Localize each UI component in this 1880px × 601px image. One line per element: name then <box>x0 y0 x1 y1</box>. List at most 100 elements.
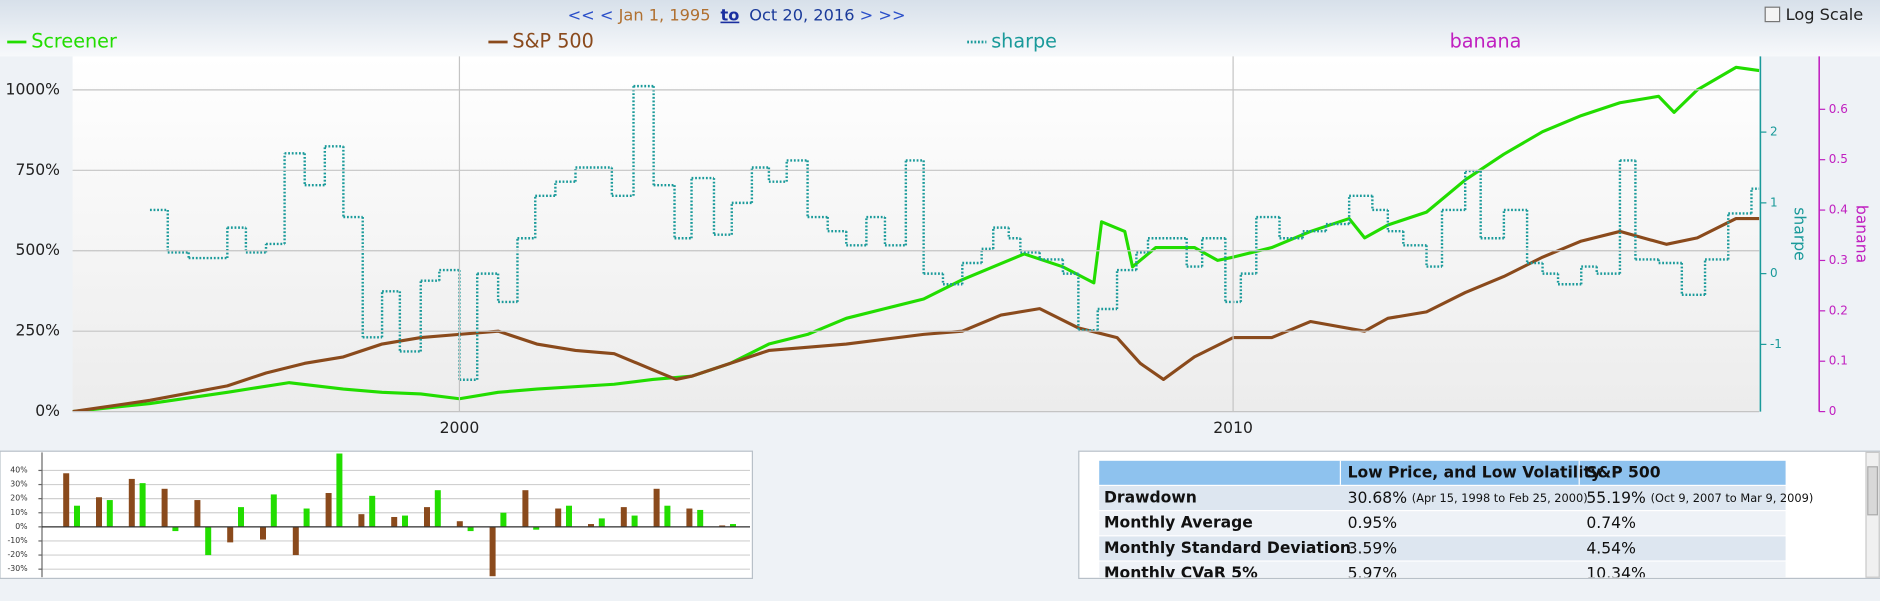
header-band <box>0 0 1880 57</box>
y-tick-label: 0% <box>15 522 27 531</box>
bar <box>336 453 343 527</box>
table-row <box>1099 511 1786 536</box>
cell: 0.74% <box>1586 514 1636 532</box>
cell: 0.95% <box>1348 514 1398 532</box>
bar <box>172 526 179 532</box>
nav-next[interactable]: > <box>860 5 874 24</box>
x-tick-label: 2010 <box>1213 419 1253 437</box>
cell-value: 0.74% <box>1586 514 1636 532</box>
log-scale-label[interactable]: Log Scale <box>1786 5 1864 24</box>
cell: 55.19% (Oct 9, 2007 to Mar 9, 2009) <box>1586 489 1813 507</box>
y2-tick-label: 2 <box>1770 125 1778 139</box>
cell-note: (Apr 15, 1998 to Feb 25, 2000) <box>1412 491 1588 505</box>
cell-value: 3.59% <box>1348 539 1398 557</box>
y-tick-label: 250% <box>15 322 60 340</box>
bar <box>423 507 430 527</box>
y-tick-label: -30% <box>7 564 27 573</box>
cell-value: 55.19% <box>1586 489 1645 507</box>
bar <box>598 518 605 527</box>
bar <box>500 512 507 527</box>
bar <box>664 505 671 527</box>
bar <box>587 524 594 527</box>
scrollbar-thumb[interactable] <box>1867 466 1878 516</box>
cell: 3.59% <box>1348 539 1398 557</box>
y3-tick-label: 0.6 <box>1829 102 1848 116</box>
table-row <box>1099 486 1786 511</box>
log-scale-checkbox[interactable] <box>1764 6 1781 23</box>
y-tick-label: 20% <box>10 494 27 503</box>
bar <box>369 495 376 527</box>
bar <box>434 490 441 527</box>
cell: 4.54% <box>1586 539 1636 557</box>
legend-label: Screener <box>31 30 117 53</box>
nav-first[interactable]: << <box>568 5 595 24</box>
bar <box>391 516 398 527</box>
legend-label: sharpe <box>991 30 1057 53</box>
nav-last[interactable]: >> <box>878 5 905 24</box>
cell-value: 10.34% <box>1586 564 1645 582</box>
cell-value: 4.54% <box>1586 539 1636 557</box>
bar <box>467 526 474 532</box>
y-tick-label: -20% <box>7 550 27 559</box>
table-row <box>1099 536 1786 561</box>
bar <box>620 507 627 527</box>
bar <box>533 526 540 530</box>
cell-value: 0.95% <box>1348 514 1398 532</box>
row-label: Monthly Average <box>1104 514 1253 532</box>
cell: 5.97% <box>1348 564 1398 582</box>
bar <box>401 515 408 527</box>
y3-tick-label: 0.3 <box>1829 253 1848 267</box>
column-header: S&P 500 <box>1586 463 1660 481</box>
bar <box>697 509 704 527</box>
bar <box>128 478 135 527</box>
bar-chart-frame <box>0 450 753 580</box>
y-tick-label: 10% <box>10 508 27 517</box>
y3-tick-label: 0.1 <box>1829 354 1848 368</box>
bar <box>270 494 277 527</box>
y2-tick-label: -1 <box>1770 337 1782 351</box>
column-header: Low Price, and Low Volatility <box>1348 463 1601 481</box>
legend-label: banana <box>1450 30 1522 53</box>
bar <box>631 515 638 527</box>
nav-prev[interactable]: < <box>600 5 614 24</box>
bar <box>194 500 201 527</box>
row-label: Drawdown <box>1104 489 1197 507</box>
y3-tick-label: 0.2 <box>1829 303 1848 317</box>
date-to-link[interactable]: to <box>720 5 739 24</box>
table-row <box>1099 561 1786 578</box>
y2-tick-label: 1 <box>1770 195 1778 209</box>
y-tick-label: 750% <box>15 161 60 179</box>
bar <box>456 521 463 527</box>
date-until[interactable]: Oct 20, 2016 <box>749 5 854 24</box>
bar <box>325 493 332 527</box>
date-from[interactable]: Jan 1, 1995 <box>618 5 711 24</box>
bar <box>73 505 80 527</box>
date-range: << < Jan 1, 1995 to Oct 20, 2016 > >> <box>568 5 906 24</box>
row-label: Monthly CVaR 5% <box>1104 564 1258 582</box>
bar <box>106 500 113 527</box>
y-tick-label: 30% <box>10 480 27 489</box>
row-label: Monthly Standard Deviation <box>1104 539 1351 557</box>
bar <box>358 514 365 527</box>
bar <box>719 525 726 527</box>
table-header-row <box>1099 460 1786 485</box>
bar <box>227 526 234 543</box>
y3-axis-title: banana <box>1853 205 1871 263</box>
series-line <box>72 65 1760 412</box>
bar <box>139 483 146 527</box>
cell-value: 30.68% <box>1348 489 1407 507</box>
series-line <box>72 216 1760 412</box>
bar <box>565 505 572 527</box>
y-tick-label: 0% <box>35 402 60 420</box>
bar <box>205 526 212 556</box>
y3-tick-label: 0.5 <box>1829 152 1848 166</box>
bar <box>95 497 102 527</box>
bar <box>653 488 660 527</box>
y-tick-label: 1000% <box>6 80 60 98</box>
bar <box>259 526 266 540</box>
y-tick-label: 500% <box>15 241 60 259</box>
bar <box>522 490 529 527</box>
cell: 30.68% (Apr 15, 1998 to Feb 25, 2000) <box>1348 489 1588 507</box>
bar <box>303 508 310 527</box>
